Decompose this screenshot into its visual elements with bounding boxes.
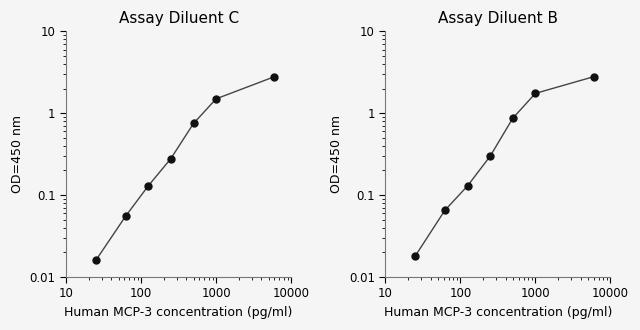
Title: Assay Diluent C: Assay Diluent C: [118, 11, 239, 26]
X-axis label: Human MCP-3 concentration (pg/ml): Human MCP-3 concentration (pg/ml): [65, 306, 292, 319]
Y-axis label: OD=450 nm: OD=450 nm: [330, 115, 344, 193]
Y-axis label: OD=450 nm: OD=450 nm: [11, 115, 24, 193]
Title: Assay Diluent B: Assay Diluent B: [438, 11, 558, 26]
X-axis label: Human MCP-3 concentration (pg/ml): Human MCP-3 concentration (pg/ml): [384, 306, 612, 319]
